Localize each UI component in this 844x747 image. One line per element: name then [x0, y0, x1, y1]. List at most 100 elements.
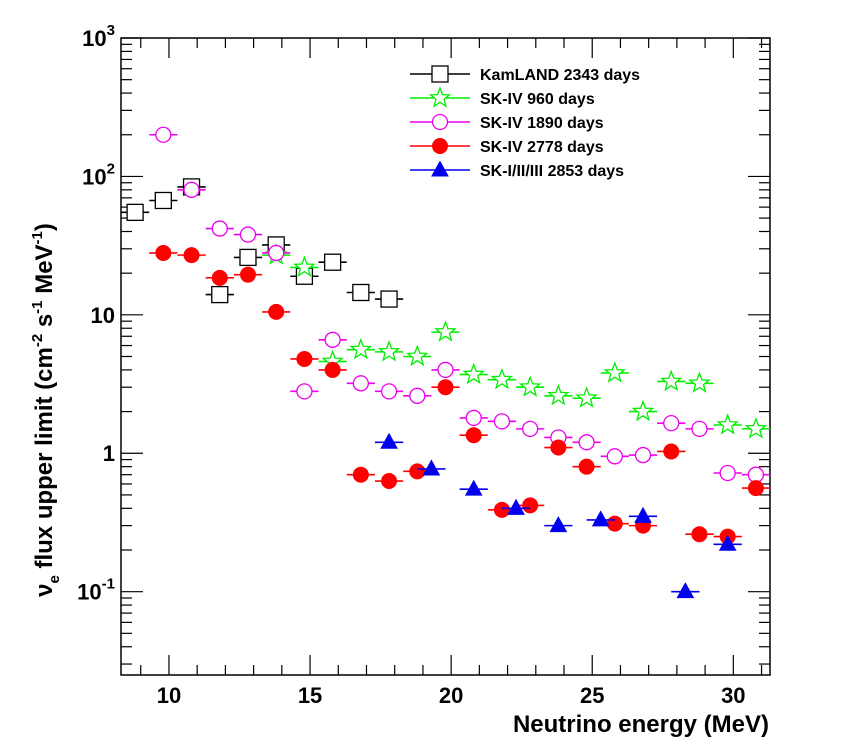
series-2: [149, 126, 770, 483]
data-point: [691, 420, 708, 438]
data-point: [747, 466, 765, 483]
data-point: [465, 409, 482, 427]
y-tick-label: 1: [103, 441, 115, 466]
y-axis-title: νe flux upper limit (cm-2 s-1 MeV-1): [29, 223, 63, 597]
legend-label: SK-IV 2778 days: [480, 139, 604, 156]
data-point: [409, 463, 426, 480]
data-point: [663, 443, 680, 460]
data-point: [591, 510, 610, 527]
data-point: [155, 244, 172, 261]
legend-entry: SK-IV 1890 days: [410, 113, 604, 132]
data-point: [493, 501, 510, 518]
data-point: [606, 515, 623, 532]
data-point: [744, 417, 768, 439]
legend: KamLAND 2343 days SK-IV 960 days SK-IV 189…: [410, 65, 640, 180]
data-point: [663, 414, 680, 432]
data-point: [239, 266, 256, 283]
data-point: [464, 479, 483, 496]
data-point: [547, 383, 570, 406]
x-axis: 10 15 20 25 30: [140, 38, 763, 708]
y-axis-title-end: ): [31, 223, 58, 231]
data-point: [691, 526, 708, 543]
y-axis-title-mid1: s: [31, 314, 58, 334]
x-tick-label: 30: [721, 683, 745, 708]
legend-marker: [431, 113, 449, 131]
data-point: [380, 290, 398, 308]
data-point: [631, 399, 655, 422]
data-point: [268, 303, 285, 320]
data-point: [719, 464, 736, 482]
data-point: [324, 361, 341, 378]
legend-entry: SK-I/II/III 2853 days: [410, 160, 624, 180]
data-point: [296, 350, 313, 367]
data-point: [352, 283, 370, 302]
data-point: [183, 247, 200, 264]
data-point: [549, 516, 568, 533]
y-axis-title-mid2: MeV: [31, 244, 58, 300]
data-point: [155, 126, 172, 143]
y-axis-title-sup1: -2: [29, 334, 46, 347]
data-point: [522, 497, 539, 514]
data-point: [437, 379, 454, 396]
y-axis-title-nu: ν: [31, 584, 58, 597]
data-point: [324, 331, 341, 348]
legend-label: SK-IV 960 days: [480, 91, 595, 108]
data-point: [268, 244, 285, 262]
data-point: [688, 371, 711, 393]
legend-marker: [431, 160, 449, 177]
data-point: [603, 361, 627, 383]
data-point: [211, 285, 229, 304]
legend-entry: SK-IV 2778 days: [410, 138, 604, 156]
data-point: [465, 427, 482, 444]
data-point: [437, 361, 454, 379]
data-point: [126, 203, 144, 222]
y-axis: 10-1 1 10 102 103: [77, 22, 770, 665]
data-point: [747, 480, 764, 497]
y-axis-title-sup3: -1: [29, 231, 46, 244]
data-point: [634, 506, 652, 523]
data-point: [406, 344, 429, 367]
data-point: [578, 434, 595, 451]
x-tick-label: 10: [157, 683, 181, 708]
y-axis-title-sup2: -1: [29, 300, 46, 313]
data-point: [522, 420, 539, 438]
y-tick-label: 103: [82, 22, 115, 51]
x-tick-label: 20: [439, 683, 463, 708]
data-point: [550, 439, 567, 456]
data-point: [462, 362, 485, 385]
data-point: [239, 226, 257, 243]
data-point: [518, 375, 542, 397]
data-point: [606, 448, 623, 465]
x-tick-label: 15: [298, 683, 322, 708]
data-point: [183, 181, 200, 198]
data-point: [377, 340, 401, 362]
x-tick-label: 25: [580, 683, 604, 708]
data-point: [352, 466, 369, 483]
series-0: [121, 178, 404, 308]
legend-marker: [432, 138, 448, 154]
legend-entry: KamLAND 2343 days: [410, 65, 640, 84]
data-point: [352, 375, 369, 392]
data-point: [575, 386, 598, 408]
data-point: [634, 446, 652, 464]
legend-label: KamLAND 2343 days: [480, 67, 640, 84]
data-point: [381, 473, 398, 490]
series-4: [374, 432, 742, 599]
x-axis-title: Neutrino energy (MeV): [513, 711, 769, 738]
data-point: [380, 383, 398, 400]
series-layer: [121, 126, 770, 599]
data-point: [239, 248, 257, 267]
legend-marker: [431, 65, 449, 83]
data-point: [422, 459, 441, 476]
y-tick-label: 10: [91, 303, 115, 328]
data-point: [716, 413, 739, 435]
data-point: [154, 191, 172, 210]
y-tick-label: 102: [82, 160, 115, 189]
legend-entry: SK-IV 960 days: [410, 86, 595, 108]
data-point: [323, 253, 342, 271]
y-tick-label: 10-1: [77, 576, 115, 605]
y-axis-title-main: flux upper limit (cm: [31, 347, 58, 575]
data-point: [349, 337, 373, 360]
data-point: [507, 498, 525, 515]
